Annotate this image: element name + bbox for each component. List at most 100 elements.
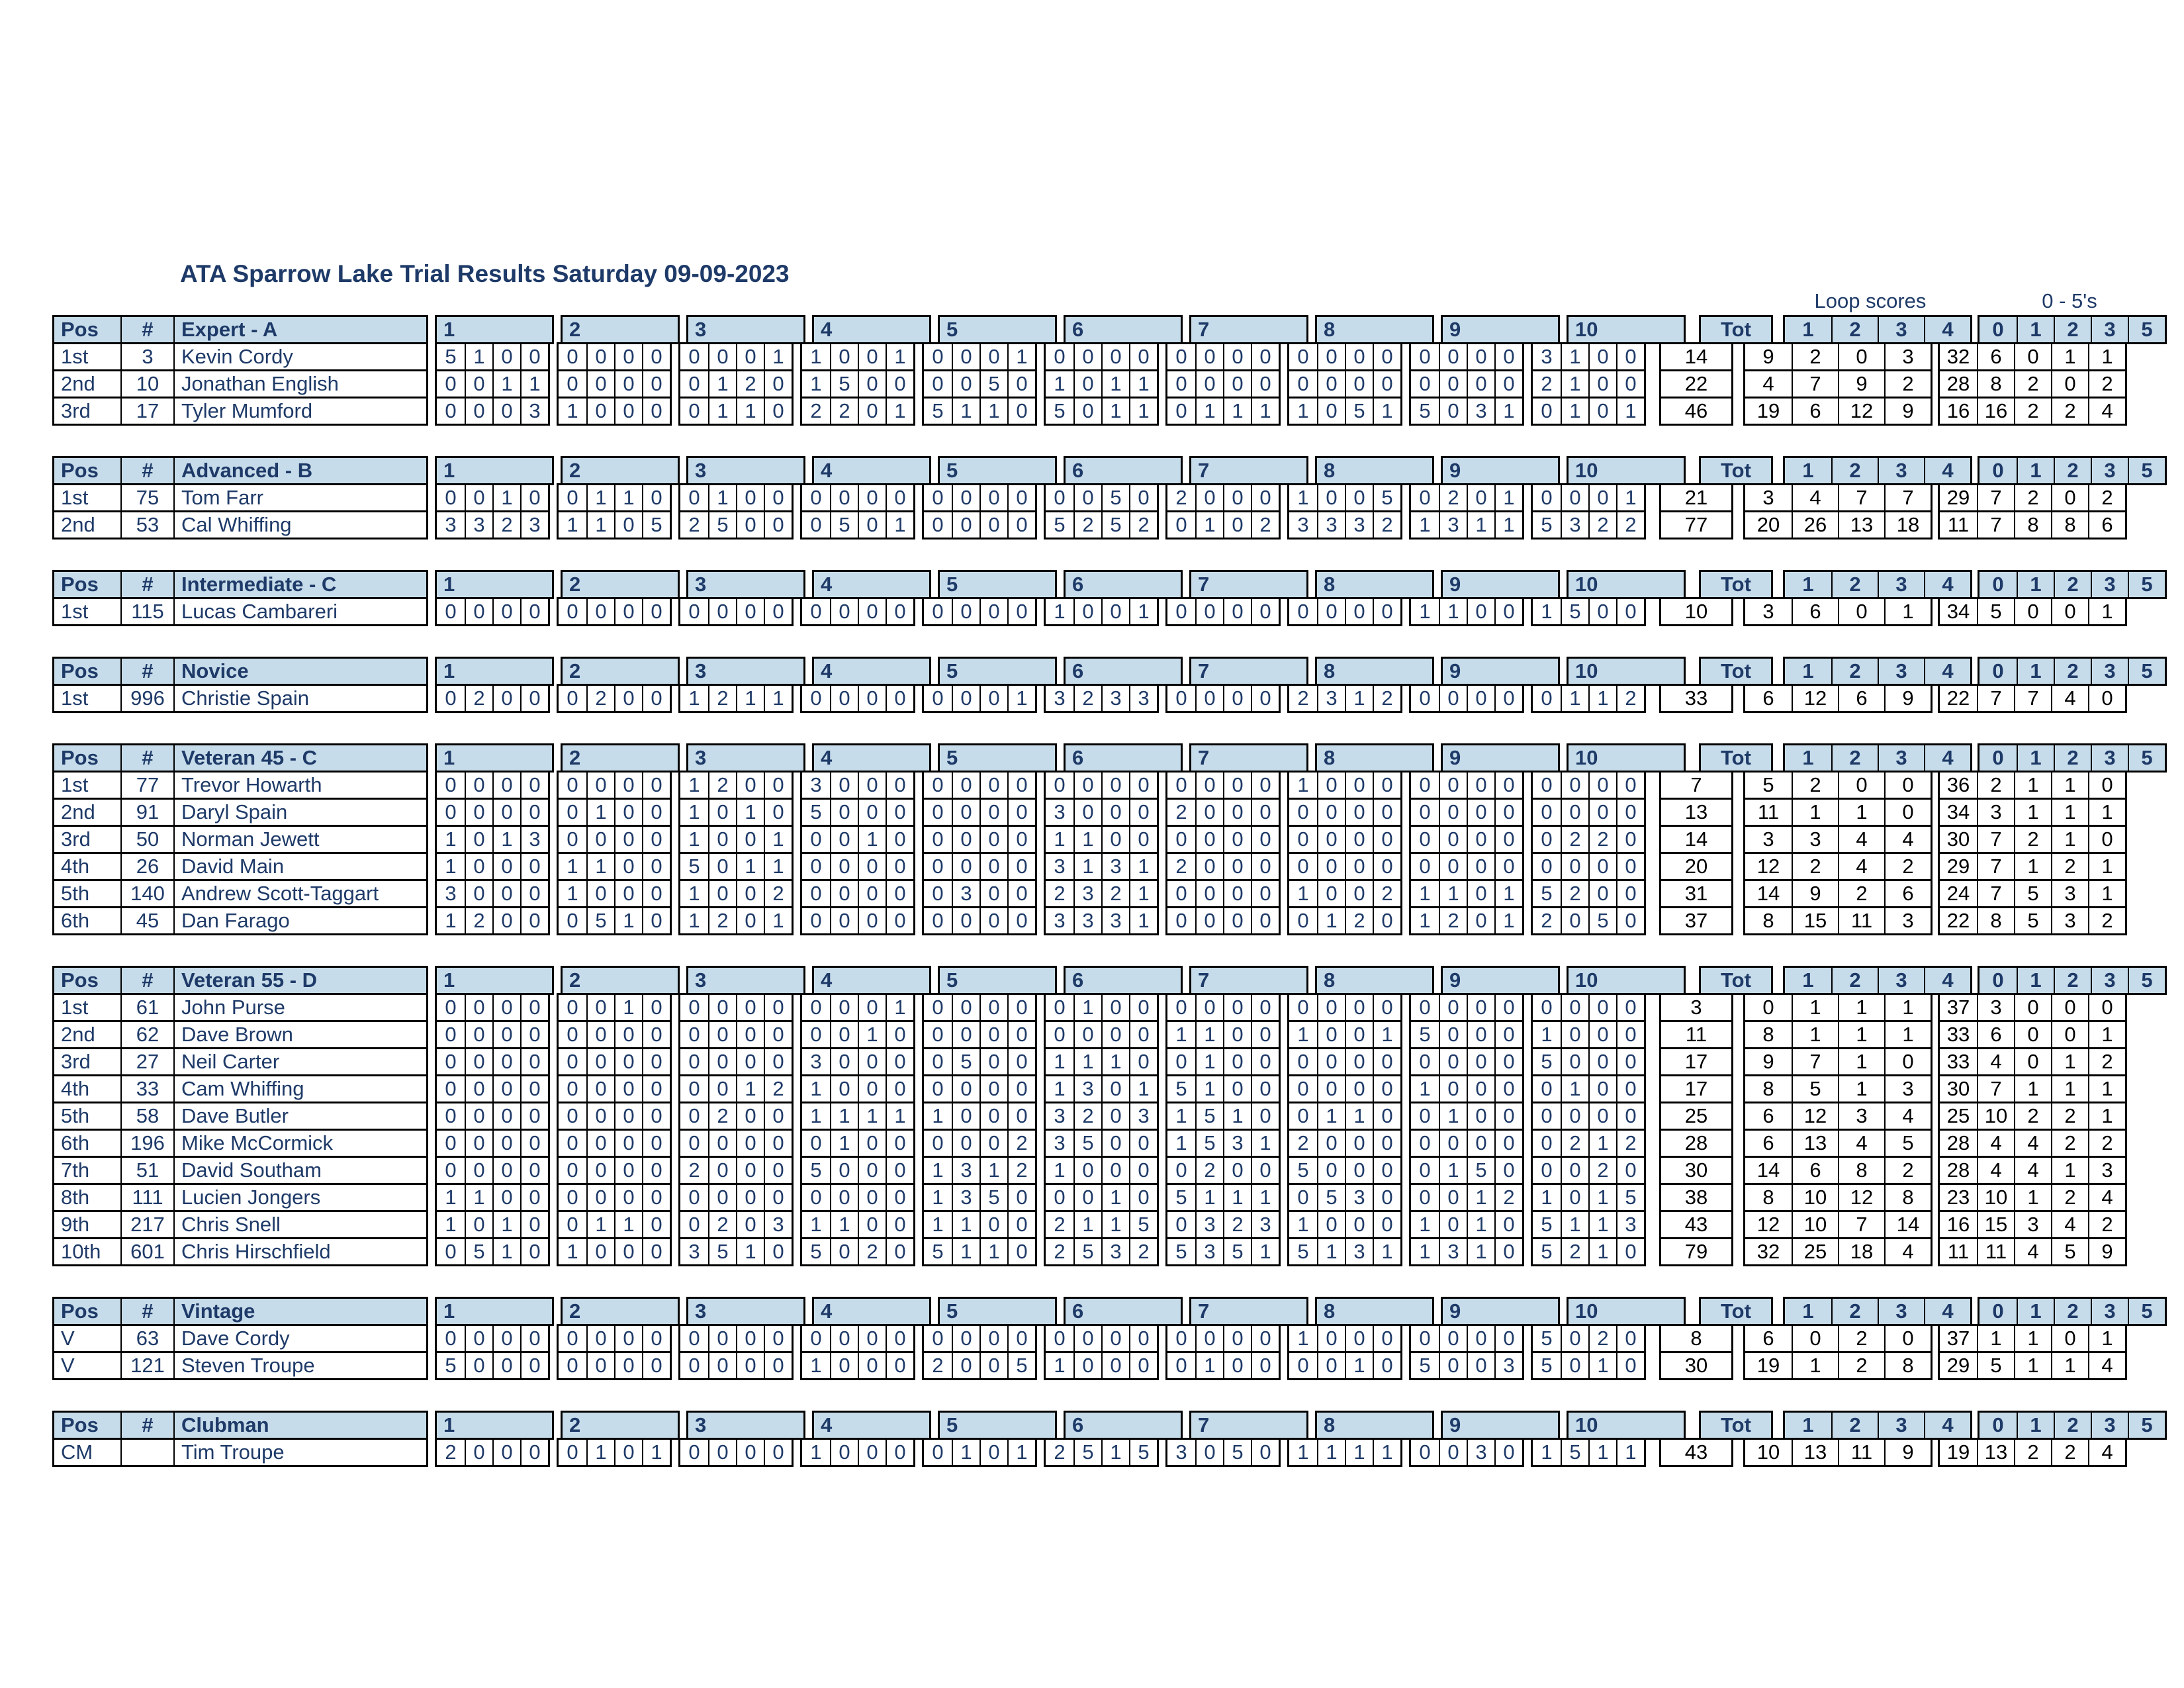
count-header-cell: 5 xyxy=(2128,317,2165,342)
score-cell: 0 xyxy=(1007,1326,1035,1351)
score-cell: 1 xyxy=(1129,881,1157,906)
score-cell: 5 xyxy=(830,371,858,397)
score-cell: 0 xyxy=(465,1131,492,1156)
count-cell: 0 xyxy=(2051,1326,2088,1351)
count-cell: 29 xyxy=(1946,855,1970,878)
rider-name-cell: John Purse xyxy=(173,995,426,1020)
score-cell: 0 xyxy=(952,773,979,798)
loop-header-cell: 2 xyxy=(1831,572,1878,597)
score-cell: 0 xyxy=(465,773,492,798)
section-header-block: 7 xyxy=(1189,657,1308,686)
score-cell: 0 xyxy=(1541,800,1553,823)
score-cell: 0 xyxy=(520,773,548,798)
score-cell: 0 xyxy=(764,995,792,1020)
score-cell: 0 xyxy=(1073,1326,1101,1351)
score-cell: 0 xyxy=(1494,1076,1522,1102)
score-cell: 0 xyxy=(1561,1353,1588,1378)
score-cell: 1 xyxy=(979,399,1007,424)
count-cell: 3 xyxy=(2051,908,2088,933)
score-cell: 0 xyxy=(952,344,979,369)
score-cell: 0 xyxy=(1317,1022,1345,1047)
score-cell: 0 xyxy=(1494,1326,1522,1351)
loop-total-cell: 8 xyxy=(1884,1185,1931,1210)
score-cell: 0 xyxy=(708,881,736,906)
count-cell: 1 xyxy=(2088,1022,2125,1047)
loop-scores-block: 12 10 7 14 xyxy=(1743,1210,1933,1239)
score-cell: 1 xyxy=(1129,908,1157,933)
score-cell: 0 xyxy=(736,344,764,369)
section-header-block: 2 xyxy=(561,456,680,485)
score-cell: 0 xyxy=(1101,1076,1129,1102)
score-cell: 1 xyxy=(736,854,764,879)
zero-fives-block: 24 7 5 3 1 xyxy=(1938,879,2127,908)
total-block: 79 xyxy=(1659,1237,1733,1266)
count-header-cell: 3 xyxy=(2091,317,2128,342)
score-cell: 5 xyxy=(1297,1240,1309,1263)
score-cell: 2 xyxy=(708,908,736,933)
total-block: 7 xyxy=(1659,771,1733,800)
score-cell: 2 xyxy=(1541,909,1553,932)
loop-header-cell: 3 xyxy=(1878,745,1924,771)
section-header-cell: 4 xyxy=(814,1413,929,1438)
score-cell: 0 xyxy=(736,1353,764,1378)
count-cell: 30 xyxy=(1946,827,1970,851)
pos-cell: 1st xyxy=(61,600,89,623)
count-cell: 5 xyxy=(2014,881,2051,906)
score-cell: 1 xyxy=(1129,599,1157,624)
score-cell: 0 xyxy=(1616,1103,1644,1129)
score-cell: 0 xyxy=(830,854,858,879)
score-cell: 0 xyxy=(1007,1022,1035,1047)
score-cell: 0 xyxy=(1223,371,1251,397)
section-header-cell: 9 xyxy=(1443,1299,1558,1324)
section-header-cell: 7 xyxy=(1191,745,1306,771)
loop-total-cell: 19 xyxy=(1756,399,1780,422)
score-cell: 0 xyxy=(1588,1022,1616,1047)
rider-row: 3rd 50 Norman Jewett 1 0 1 3 0 0 0 0 1 0 0 1 0 0 1 0 0 0 0 0 1 1… xyxy=(52,825,2167,854)
score-cell: 0 xyxy=(708,1131,736,1156)
score-cell: 5 xyxy=(1223,1239,1251,1264)
loop-total-cell: 1 xyxy=(1792,1353,1838,1378)
count-cell: 1 xyxy=(2014,1326,2051,1351)
score-cell: 0 xyxy=(567,996,578,1019)
section-header-block: 6 xyxy=(1064,1411,1183,1440)
loop-total-cell: 2 xyxy=(1792,773,1838,798)
pos-header-cell: Pos xyxy=(54,745,120,771)
score-cell: 0 xyxy=(1101,995,1129,1020)
section-header-cell: 10 xyxy=(1569,458,1684,483)
score-cell: 0 xyxy=(1561,1103,1588,1129)
loop-header-cell: 3 xyxy=(1878,968,1924,993)
count-header-cell: 5 xyxy=(2128,968,2165,993)
loop-total-cell: 4 xyxy=(1838,854,1884,879)
score-cell: 0 xyxy=(1073,1158,1101,1183)
score-cell: 0 xyxy=(979,1326,1007,1351)
loop-total-cell: 4 xyxy=(1838,1131,1884,1156)
score-cell: 1 xyxy=(764,908,792,933)
score-cell: 0 xyxy=(520,1239,548,1264)
score-cell: 1 xyxy=(1373,1440,1400,1465)
score-cell: 2 xyxy=(1297,686,1309,710)
score-cell: 0 xyxy=(1467,773,1494,798)
score-cell: 0 xyxy=(567,1327,578,1350)
score-cell: 0 xyxy=(858,371,886,397)
total-block: 77 xyxy=(1659,510,1733,539)
score-cell: 0 xyxy=(492,1022,520,1047)
score-cell: 0 xyxy=(1054,996,1066,1019)
